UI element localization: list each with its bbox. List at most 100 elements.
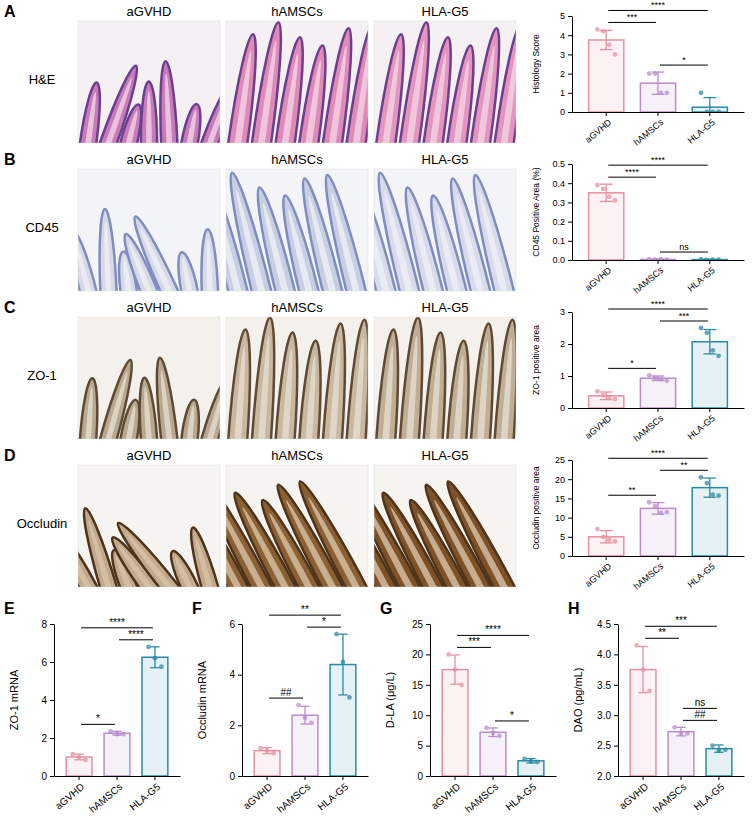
villus-core <box>193 388 220 439</box>
y-tick-mark <box>568 74 572 75</box>
data-point <box>453 667 458 672</box>
y-tick-mark <box>50 738 54 739</box>
data-point <box>710 257 715 260</box>
marks <box>254 632 356 776</box>
y-axis-line <box>572 17 573 113</box>
error-bar-stem <box>709 478 710 497</box>
y-axis-line <box>572 165 573 261</box>
y-tick: 8 <box>41 619 54 630</box>
y-tick-label: 0.5 <box>552 159 565 169</box>
data-point <box>601 393 606 398</box>
error-bar-stem <box>606 531 607 543</box>
annotations: ******** <box>608 448 708 495</box>
bar <box>254 751 280 776</box>
villus-core <box>181 109 199 143</box>
x-tick-label: aGVHD <box>583 265 614 293</box>
villus-core <box>448 355 466 439</box>
villus-core <box>226 50 254 143</box>
data-point <box>258 746 263 751</box>
x-axis: aGVHDhAMSCsHLA-G5 <box>573 556 745 592</box>
significance-label: ## <box>694 709 706 720</box>
villus-core <box>103 221 115 291</box>
villus-core <box>180 257 199 291</box>
y-tick: 3 <box>560 307 572 317</box>
chart-panel: 0123aGVHDhAMSCsHLA-G5******** <box>560 299 745 444</box>
data-point <box>77 755 82 760</box>
panel-letter: G <box>380 600 392 617</box>
micrograph-tissue <box>374 21 516 143</box>
significance-label: * <box>682 55 686 65</box>
villus <box>338 319 368 439</box>
significance-label: * <box>322 616 326 627</box>
marks <box>589 475 728 556</box>
error-bar <box>652 72 665 94</box>
annotations: ********* <box>81 617 153 725</box>
y-axis-title: Occludin mRNA <box>196 660 208 739</box>
x-tick-label: HLA-G5 <box>686 265 717 294</box>
significance-label: ## <box>280 687 292 698</box>
villus <box>181 82 220 143</box>
y-tick-label: 20 <box>555 475 565 485</box>
y-tick-label: 4.0 <box>597 649 611 660</box>
error-bar-cap <box>488 727 497 728</box>
error-bar-cap <box>262 753 271 754</box>
villus-core <box>417 53 449 143</box>
y-tick: 0 <box>229 771 242 782</box>
y-tick: 20 <box>555 475 572 485</box>
micrograph-frame <box>226 21 368 143</box>
villus <box>486 319 516 439</box>
error-bar-cap <box>652 502 665 503</box>
row-label: ZO-1 <box>27 368 57 383</box>
image-title: HLA-G5 <box>422 448 469 463</box>
y-tick: 15 <box>412 680 430 691</box>
y-tick-label: 3 <box>560 50 565 60</box>
y-tick-mark <box>568 93 572 94</box>
micrograph-tissue <box>374 475 516 587</box>
villus <box>318 173 368 291</box>
x-tick-mark <box>658 556 659 560</box>
villus-core <box>464 45 498 143</box>
x-tick: HLA-G5 <box>316 776 351 813</box>
marks <box>442 652 544 776</box>
data-point <box>347 695 352 700</box>
error-bar-cap <box>338 633 347 634</box>
villus-core <box>476 192 516 291</box>
villus-core <box>120 405 138 439</box>
y-tick-label: 5 <box>560 11 565 21</box>
x-tick-mark <box>718 776 719 780</box>
villus <box>141 82 158 143</box>
image-title: aGVHD <box>127 448 172 463</box>
villus-core <box>306 496 368 587</box>
y-tick: 3 <box>560 50 572 60</box>
y-tick: 6 <box>41 657 54 668</box>
y-tick-label: 15 <box>412 680 424 691</box>
x-tick-label: hAMSCs <box>632 265 666 296</box>
x-tick-label: hAMSCs <box>632 561 666 592</box>
data-point <box>653 257 658 260</box>
villus-core <box>376 346 396 439</box>
x-tick-label: hAMSCs <box>632 117 666 148</box>
error-bar-cap <box>450 654 459 655</box>
x-tick-mark <box>658 112 659 116</box>
micrograph-frame <box>374 465 516 587</box>
significance-label: * <box>630 358 634 368</box>
y-tick: 3.5 <box>597 680 618 691</box>
villus-core <box>392 40 427 143</box>
x-tick: hAMSCs <box>632 112 666 148</box>
villus <box>185 525 220 587</box>
error-bar-cap <box>703 477 716 478</box>
x-tick: HLA-G5 <box>686 408 717 442</box>
x-tick-mark <box>79 776 80 780</box>
error-bar-cap <box>150 667 159 668</box>
data-point <box>601 534 606 539</box>
error-bar-stem <box>606 392 607 400</box>
annotations: ******** <box>608 299 708 368</box>
error-bar-cap <box>600 530 613 531</box>
micrograph <box>326 465 569 699</box>
y-tick: 5 <box>417 740 430 751</box>
x-tick: hAMSCs <box>651 776 688 815</box>
data-point <box>121 732 126 737</box>
x-tick-label: aGVHD <box>583 413 614 441</box>
x-tick: aGVHD <box>241 776 274 812</box>
x-tick-label: HLA-G5 <box>128 781 163 813</box>
